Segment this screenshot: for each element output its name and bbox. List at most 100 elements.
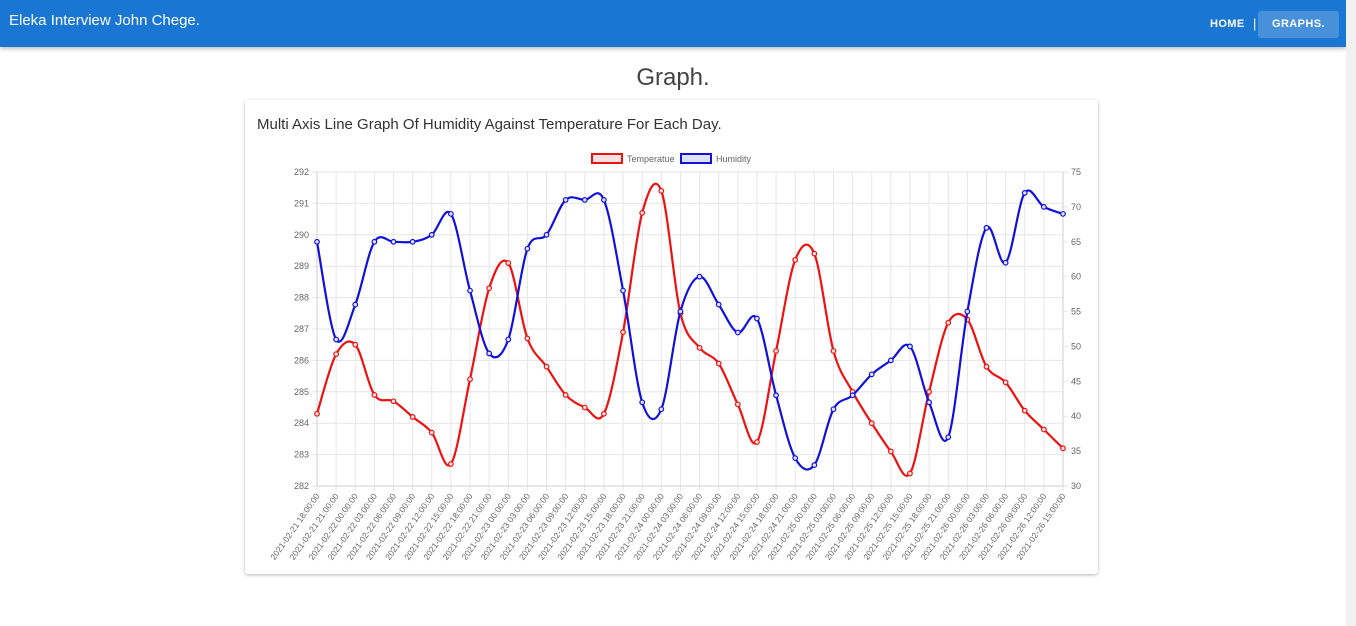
temperatue-data-point — [505, 260, 512, 266]
nav-separator: | — [1253, 16, 1257, 31]
y-left-tick-label: 288 — [294, 293, 309, 303]
temperatue-data-point — [409, 414, 416, 420]
humidity-data-point — [1002, 259, 1009, 266]
legend-swatch-humidity — [680, 153, 712, 164]
humidity-data-point — [467, 287, 473, 294]
humidity-data-point — [581, 197, 588, 203]
humidity-data-point — [314, 238, 320, 245]
temperatue-data-point — [926, 388, 933, 395]
app-bar: Eleka Interview John Chege. HOME | GRAPH… — [0, 0, 1346, 47]
temperatue-data-point — [352, 341, 359, 348]
y-right-tick-label: 50 — [1071, 341, 1081, 351]
chart-card: Multi Axis Line Graph Of Humidity Agains… — [245, 100, 1098, 574]
humidity-series-line — [315, 189, 1064, 471]
humidity-data-point — [792, 455, 799, 461]
humidity-data-point — [658, 406, 665, 413]
humidity-data-point — [601, 197, 607, 203]
humidity-data-point — [409, 238, 416, 245]
humidity-data-point — [715, 301, 722, 308]
temperatue-series-line — [315, 182, 1064, 477]
y-left-tick-label: 283 — [294, 450, 309, 460]
temperatue-data-point — [945, 319, 952, 326]
legend-label-humidity: Humidity — [716, 154, 752, 164]
legend-swatch-temperatue — [591, 153, 623, 164]
humidity-data-point — [428, 231, 435, 238]
y-right-tick-label: 55 — [1071, 307, 1081, 317]
nav-graphs-button[interactable]: GRAPHS. — [1258, 11, 1339, 38]
y-left-tick-label: 287 — [294, 324, 309, 334]
temperatue-data-point — [1060, 445, 1066, 452]
page-scrollbar[interactable] — [1346, 0, 1356, 626]
y-left-tick-label: 291 — [294, 198, 309, 208]
humidity-data-point — [505, 336, 512, 343]
temperatue-data-point — [983, 363, 990, 370]
humidity-data-point — [868, 371, 875, 378]
humidity-data-point — [371, 238, 378, 245]
temperatue-data-point — [868, 420, 875, 427]
temperatue-data-point — [562, 392, 569, 398]
y-right-tick-label: 65 — [1071, 237, 1081, 247]
temperatue-data-point — [486, 285, 493, 292]
temperatue-data-point — [754, 439, 760, 445]
humidity-data-point — [524, 245, 531, 252]
humidity-data-point — [983, 224, 990, 231]
y-right-tick-label: 30 — [1071, 481, 1081, 491]
temperatue-data-point — [524, 335, 531, 342]
line-chart: 282 283 284 285 286 287 288 289 290 291 292 30 35 40 4… — [268, 153, 1081, 562]
temperatue-data-point — [696, 344, 703, 351]
y-right-tick-label: 45 — [1071, 376, 1081, 386]
page-title: Graph. — [636, 64, 710, 91]
temperatue-data-point — [658, 187, 665, 194]
legend-label-temperatue: Temperatue — [627, 154, 675, 164]
y-right-tick-label: 70 — [1071, 202, 1081, 212]
app-title: Eleka Interview John Chege. — [9, 12, 200, 29]
temperatue-data-point — [811, 250, 818, 257]
y-left-tick-label: 285 — [294, 387, 309, 397]
humidity-data-point — [754, 315, 760, 322]
temperatue-data-point — [1040, 426, 1047, 433]
y-left-tick-label: 286 — [294, 355, 309, 365]
y-right-tick-label: 35 — [1071, 446, 1081, 456]
y-left-tick-label: 292 — [294, 167, 309, 177]
humidity-data-point — [926, 399, 933, 406]
humidity-data-point — [677, 308, 684, 315]
temperatue-data-point — [333, 351, 340, 358]
temperatue-data-point — [543, 363, 550, 370]
humidity-data-point — [352, 301, 359, 308]
humidity-data-point — [964, 308, 971, 315]
temperatue-data-point — [907, 470, 913, 477]
temperatue-data-point — [428, 429, 435, 436]
humidity-data-point — [907, 343, 913, 350]
humidity-data-point — [811, 462, 818, 468]
y-right-tick-label: 60 — [1071, 272, 1081, 282]
temperatue-data-point — [792, 257, 799, 263]
temperatue-data-point — [830, 348, 837, 354]
nav-home-button[interactable]: HOME — [1210, 18, 1245, 30]
temperatue-data-point — [620, 329, 626, 336]
humidity-data-point — [734, 329, 741, 336]
humidity-data-point — [696, 273, 703, 280]
humidity-data-point — [333, 336, 340, 343]
y-left-tick-label: 284 — [294, 418, 309, 428]
humidity-data-point — [447, 210, 454, 217]
humidity-data-point — [639, 399, 646, 406]
y-right-tick-label: 75 — [1071, 167, 1081, 177]
temperatue-data-point — [715, 360, 722, 367]
temperatue-data-point — [601, 410, 607, 417]
humidity-data-point — [486, 350, 493, 357]
humidity-data-point — [849, 392, 856, 399]
temperatue-data-point — [773, 348, 779, 354]
humidity-data-point — [830, 406, 837, 413]
humidity-data-point — [1060, 210, 1066, 217]
temperatue-data-point — [390, 398, 397, 405]
temperatue-data-point — [1021, 407, 1028, 414]
temperatue-data-point — [734, 401, 741, 408]
humidity-data-point — [773, 392, 779, 399]
humidity-data-point — [1040, 203, 1047, 210]
humidity-data-point — [562, 197, 569, 203]
temperatue-data-point — [639, 209, 646, 216]
temperatue-data-point — [887, 448, 894, 455]
y-right-tick-label: 40 — [1071, 411, 1081, 421]
humidity-data-point — [620, 287, 626, 294]
y-left-tick-label: 290 — [294, 230, 309, 240]
